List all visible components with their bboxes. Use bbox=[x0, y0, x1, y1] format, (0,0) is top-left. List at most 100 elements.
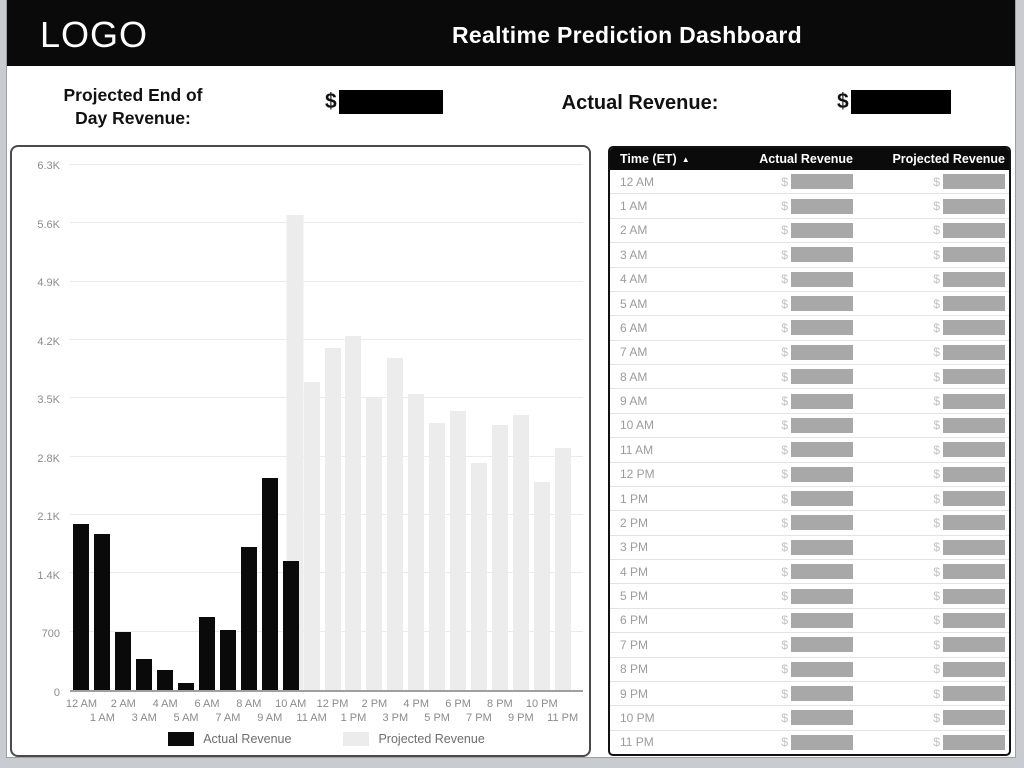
redacted-actual-value bbox=[791, 637, 853, 653]
redacted-projected-value bbox=[943, 198, 1005, 214]
row-time-label: 7 PM bbox=[620, 637, 649, 652]
row-time-label: 2 PM bbox=[620, 515, 649, 530]
row-projected-revenue-cell: $ bbox=[853, 588, 1005, 604]
row-projected-revenue-cell: $ bbox=[853, 686, 1005, 702]
x-tick: 6 PM bbox=[445, 695, 471, 731]
row-actual-revenue-cell: $ bbox=[703, 515, 853, 531]
x-tick: 7 AM bbox=[215, 695, 240, 731]
projected-bar bbox=[470, 462, 487, 690]
x-tick-label: 8 AM bbox=[236, 698, 262, 710]
x-tick-label: 8 PM bbox=[487, 698, 513, 710]
bar-slot bbox=[448, 165, 469, 690]
gridline bbox=[70, 164, 583, 165]
bar-slot bbox=[385, 165, 406, 690]
bars-row bbox=[71, 165, 573, 690]
table-header-time[interactable]: Time (ET) ▲ bbox=[620, 152, 703, 166]
projected-bar bbox=[450, 410, 467, 690]
redacted-projected-value bbox=[943, 710, 1005, 726]
x-tick: 5 PM bbox=[424, 695, 450, 731]
dollar-sign: $ bbox=[933, 515, 940, 530]
x-tick: 4 PM bbox=[403, 695, 430, 731]
table-row: 2 AM $ $ bbox=[610, 219, 1009, 244]
row-projected-revenue-cell: $ bbox=[853, 515, 1005, 531]
y-tick-label: 2.8K bbox=[37, 452, 60, 465]
redacted-actual-value bbox=[791, 491, 853, 507]
dollar-sign: $ bbox=[781, 589, 788, 604]
x-tick: 2 AM bbox=[110, 695, 136, 731]
redacted-actual-value bbox=[791, 686, 853, 702]
projected-bar bbox=[512, 415, 529, 690]
y-tick-label: 3.5K bbox=[37, 394, 60, 407]
dollar-sign: $ bbox=[781, 662, 788, 677]
dollar-sign: $ bbox=[781, 491, 788, 506]
bar-slot bbox=[113, 165, 134, 690]
dollar-sign: $ bbox=[781, 467, 788, 482]
row-projected-revenue-cell: $ bbox=[853, 539, 1005, 555]
x-tick-label: 7 PM bbox=[466, 712, 492, 724]
y-tick-label: 2.1K bbox=[37, 511, 60, 524]
dollar-sign: $ bbox=[781, 199, 788, 214]
redacted-projected-value bbox=[943, 491, 1005, 507]
dollar-sign: $ bbox=[933, 442, 940, 457]
row-time-label: 5 AM bbox=[620, 296, 648, 311]
row-actual-revenue-cell: $ bbox=[703, 442, 853, 458]
actual-bar bbox=[157, 669, 174, 690]
row-time-label: 8 AM bbox=[620, 369, 648, 384]
row-time-label: 12 AM bbox=[620, 174, 655, 189]
row-projected-revenue-cell: $ bbox=[853, 296, 1005, 312]
row-time-label: 9 PM bbox=[620, 686, 649, 701]
actual-revenue-label: Actual Revenue: bbox=[561, 92, 719, 114]
x-tick: 11 AM bbox=[296, 695, 326, 731]
redacted-projected-value bbox=[943, 539, 1005, 555]
x-tick-label: 10 PM bbox=[525, 698, 558, 710]
row-time-label: 4 PM bbox=[620, 564, 649, 579]
row-projected-revenue-cell: $ bbox=[853, 637, 1005, 653]
row-projected-revenue-cell: $ bbox=[853, 222, 1005, 238]
row-time-label: 7 AM bbox=[620, 345, 648, 360]
redacted-actual-value bbox=[791, 734, 853, 750]
table-row: 9 PM $ $ bbox=[610, 682, 1009, 707]
dollar-sign: $ bbox=[933, 686, 940, 701]
redacted-actual-value bbox=[791, 661, 853, 677]
projected-bar bbox=[429, 423, 446, 690]
row-actual-revenue-cell: $ bbox=[703, 539, 853, 555]
row-actual-revenue-cell: $ bbox=[703, 344, 853, 360]
row-projected-revenue-cell: $ bbox=[853, 344, 1005, 360]
y-tick-label: 5.6K bbox=[37, 218, 60, 231]
revenue-bar-chart: 0 700 1.4K 2.1K 2.8K 3.5K 4.2K 4.9K 5.6K 6.3K 12 … bbox=[10, 145, 591, 757]
dollar-sign: $ bbox=[933, 564, 940, 579]
table-row: 7 PM $ $ bbox=[610, 633, 1009, 658]
row-projected-revenue-cell: $ bbox=[853, 734, 1005, 750]
table-row: 10 AM $ $ bbox=[610, 414, 1009, 439]
row-time-label: 6 AM bbox=[620, 320, 648, 335]
redacted-projected-value bbox=[943, 417, 1005, 433]
x-tick-label: 4 PM bbox=[403, 698, 430, 710]
redacted-actual-value bbox=[791, 442, 853, 458]
table-row: 8 AM $ $ bbox=[610, 365, 1009, 390]
x-tick-label: 2 AM bbox=[110, 698, 136, 710]
x-tick-label: 4 AM bbox=[152, 698, 178, 710]
bar-slot bbox=[406, 165, 427, 690]
row-time-label: 11 AM bbox=[620, 442, 654, 457]
redacted-projected-value bbox=[943, 466, 1005, 482]
x-tick-label: 12 PM bbox=[316, 698, 349, 710]
projected-eod-label-line2: Day Revenue: bbox=[75, 108, 191, 128]
bar-slot bbox=[217, 165, 238, 690]
row-time-label: 1 AM bbox=[620, 199, 648, 214]
redacted-actual-value bbox=[791, 198, 853, 214]
dollar-sign: $ bbox=[781, 174, 788, 189]
redacted-projected-value bbox=[943, 296, 1005, 312]
row-actual-revenue-cell: $ bbox=[703, 588, 853, 604]
x-tick: 4 AM bbox=[152, 695, 178, 731]
redacted-actual-value bbox=[791, 612, 853, 628]
row-time-label: 3 AM bbox=[620, 247, 648, 262]
redacted-projected-value bbox=[943, 442, 1005, 458]
x-tick: 1 AM bbox=[90, 695, 115, 731]
dollar-sign: $ bbox=[781, 418, 788, 433]
redacted-projected-value bbox=[943, 174, 1005, 190]
redacted-projected-value bbox=[943, 564, 1005, 580]
table-row: 3 AM $ $ bbox=[610, 243, 1009, 268]
projected-bar bbox=[533, 481, 550, 690]
row-actual-revenue-cell: $ bbox=[703, 710, 853, 726]
redacted-actual-value bbox=[791, 320, 853, 336]
